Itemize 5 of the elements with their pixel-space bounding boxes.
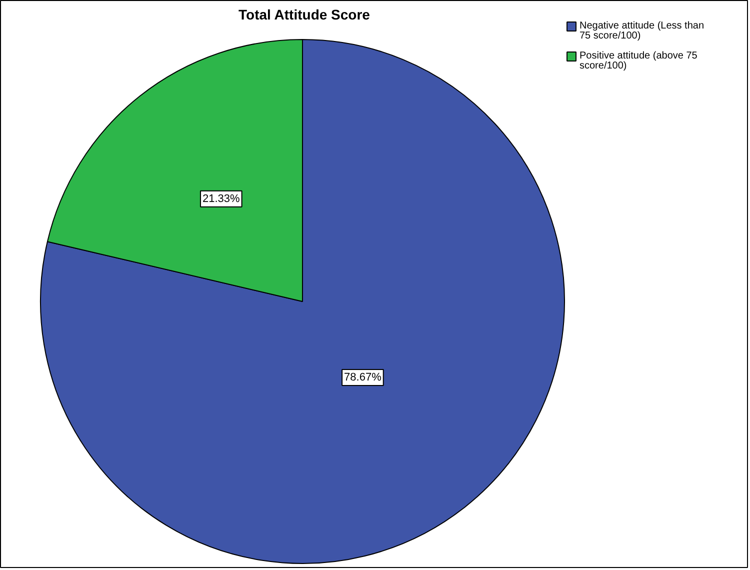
chart-title: Total Attitude Score — [238, 6, 370, 22]
legend-label: Positive attitude (above 75 score/100) — [580, 50, 698, 72]
data-label: 78.67% — [344, 371, 382, 384]
legend-label: Negative attitude (Less than 75 score/100) — [580, 20, 704, 42]
data-label: 21.33% — [202, 192, 240, 205]
